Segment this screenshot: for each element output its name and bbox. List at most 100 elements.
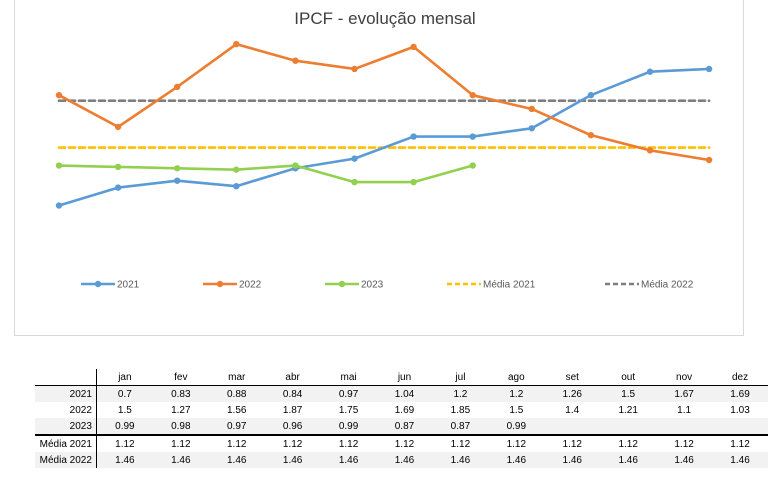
column-header-set: set: [544, 369, 601, 386]
series-line-2022: [57, 42, 711, 162]
row-label: 2023: [35, 418, 97, 435]
data-point-2021-out: [587, 91, 595, 99]
table-cell: 1.12: [600, 434, 657, 452]
data-table: jan fev mar abr mai jun jul ago set out nov dez 202…: [35, 369, 768, 468]
table-cell: 1.46: [152, 452, 209, 468]
column-header-fev: fev: [152, 369, 209, 386]
table-cell: 1.5: [509, 404, 524, 416]
table-cell: 0.99: [96, 418, 153, 435]
table-cell: 0.97: [320, 385, 377, 402]
data-point-2023-fev: [114, 163, 122, 171]
column-header-abr: abr: [264, 369, 321, 386]
data-point-2023-ago: [469, 162, 476, 169]
data-point-2021-mar: [174, 177, 181, 184]
table-row: 2021 0.7 0.83 0.88 0.84 0.97 1.04 1.2 1.2 1.26 1.5…: [35, 385, 768, 402]
table-cell: 0.96: [264, 418, 321, 435]
data-point-2021-jan: [55, 202, 63, 209]
data-point-2022-nov: [646, 147, 654, 154]
table-cell: 1.21: [618, 404, 638, 416]
legend-item-media-2022: Média 2022: [605, 280, 694, 291]
table-cell: 1.46: [320, 452, 377, 468]
legend-item-media-2021: Média 2021: [447, 280, 536, 291]
table-cell: 1.1: [677, 404, 692, 416]
table-cell: 1.46: [432, 452, 489, 468]
legend-label: 2023: [361, 280, 384, 291]
data-point-2022-set: [528, 105, 535, 113]
table-cell: 1.69: [712, 385, 768, 402]
table-row: Média 2022 1.46 1.46 1.46 1.46 1.46 1.46 1.46 1.…: [35, 452, 768, 468]
table-cell: 1.12: [544, 434, 601, 452]
table-cell: 0.99: [320, 418, 377, 435]
data-point-2021-set: [528, 125, 535, 132]
line-chart: IPCF - evolução mensal 2021 2022 2023 Média…: [55, 9, 713, 291]
table-cell: 1.03: [730, 404, 750, 416]
column-header-nov: nov: [656, 369, 713, 386]
table-cell: 0.99: [488, 418, 545, 435]
table-cell: 0.83: [152, 385, 209, 402]
data-point-2023-jul: [410, 178, 417, 186]
data-point-2022-mai: [292, 57, 299, 64]
data-point-2022-ago: [469, 91, 476, 99]
data-point-2023-abr: [233, 166, 240, 173]
table-cell: 1.27: [171, 404, 191, 416]
table-cell: 1.46: [488, 452, 545, 468]
series-lines: [55, 40, 713, 209]
table-cell: 0.84: [264, 385, 321, 402]
table-cell: 1.12: [712, 434, 768, 452]
row-label: 2021: [35, 385, 97, 402]
table-cell: 1.04: [376, 385, 433, 402]
table-cell: 1.56: [226, 404, 247, 416]
column-header-jan: jan: [96, 369, 153, 386]
table-cell: 1.46: [264, 452, 321, 468]
column-header-mar: mar: [208, 369, 265, 386]
row-label: Média 2022: [35, 452, 97, 468]
legend-item-2022: 2022: [203, 280, 262, 291]
legend-marker: [338, 280, 346, 288]
data-point-2021-dez: [705, 65, 713, 73]
legend-label: 2022: [239, 280, 262, 291]
data-point-2022-mar: [174, 83, 181, 91]
table-cell: 1.46: [712, 452, 768, 468]
data-point-2023-jun: [351, 178, 358, 186]
table-corner-cell: [35, 369, 97, 386]
table-cell: 1.85: [450, 404, 471, 416]
data-point-2022-fev: [114, 123, 122, 131]
table-cell: 1.12: [376, 434, 433, 452]
table-cell: [544, 418, 601, 435]
table-header-row: jan fev mar abr mai jun jul ago set out nov dez: [35, 369, 768, 386]
data-point-2022-dez: [705, 156, 713, 164]
data-point-2022-abr: [233, 40, 240, 48]
data-point-2022-jul: [410, 43, 417, 51]
table-cell: 1.46: [544, 452, 601, 468]
table-cell: 1.12: [264, 434, 321, 452]
table-body: 2021 0.7 0.83 0.88 0.84 0.97 1.04 1.2 1.2 1.26 1.5…: [35, 385, 768, 468]
legend-marker: [216, 280, 224, 288]
table-cell: 1.12: [208, 434, 265, 452]
legend-label: Média 2021: [483, 280, 536, 291]
table-cell: 1.67: [656, 385, 713, 402]
table-row: 2023 0.99 0.98 0.97 0.96 0.99 0.87 0.87 0.99: [35, 418, 768, 435]
table-cell: 1.69: [394, 404, 415, 416]
table-cell: 1.46: [656, 452, 713, 468]
data-point-2021-jun: [351, 155, 358, 162]
table-cell: 1.4: [565, 404, 580, 416]
column-header-jun: jun: [376, 369, 433, 386]
table-cell: 1.5: [117, 404, 132, 416]
data-point-2021-jul: [410, 133, 417, 140]
table-cell: 1.46: [96, 452, 153, 468]
data-point-2023-mai: [292, 162, 299, 169]
legend-item-2021: 2021: [81, 280, 140, 291]
data-point-2021-abr: [233, 183, 240, 190]
table-cell: 0.87: [432, 418, 489, 435]
chart-area: IPCF - evolução mensal 2021 2022 2023 Média…: [14, 0, 744, 336]
table-cell: 1.12: [320, 434, 377, 452]
table-cell: [712, 418, 768, 435]
data-point-2023-mar: [174, 165, 181, 172]
data-point-2021-ago: [469, 133, 476, 140]
table-cell: 0.97: [208, 418, 265, 435]
table-cell: 1.46: [208, 452, 265, 468]
column-header-dez: dez: [712, 369, 768, 386]
table-cell: [600, 418, 657, 435]
table-cell: 1.12: [432, 434, 489, 452]
legend-label: Média 2022: [641, 280, 694, 291]
